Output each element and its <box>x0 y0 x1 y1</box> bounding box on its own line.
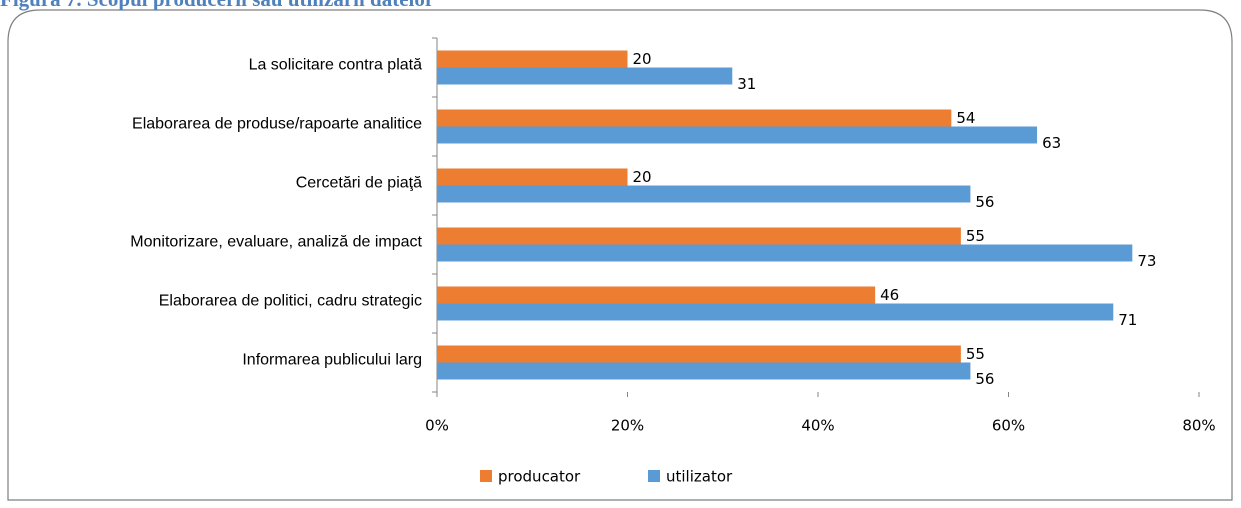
x-tick-label: 20% <box>611 417 644 435</box>
legend-label: producator <box>498 468 581 486</box>
data-label: 63 <box>1042 134 1061 152</box>
bar <box>437 126 1038 144</box>
x-tick-label: 60% <box>992 417 1025 435</box>
data-label: 73 <box>1137 252 1156 270</box>
legend-swatch <box>648 470 660 482</box>
data-label: 55 <box>966 345 985 363</box>
data-label: 46 <box>880 286 899 304</box>
bar <box>437 345 961 363</box>
bar <box>437 244 1133 262</box>
legend-swatch <box>480 470 492 482</box>
data-label: 56 <box>975 193 994 211</box>
data-label: 56 <box>975 370 994 388</box>
bar <box>437 109 952 127</box>
x-tick-label: 40% <box>801 417 834 435</box>
data-label: 71 <box>1118 311 1137 329</box>
frame <box>7 9 1233 501</box>
y-tick-label: Elaborarea de produse/rapoarte analitice <box>132 116 422 133</box>
legend-label: utilizator <box>666 468 733 486</box>
bar <box>437 67 733 85</box>
bar <box>437 168 628 186</box>
data-label: 20 <box>633 50 652 68</box>
bar <box>437 303 1114 321</box>
x-tick-label: 0% <box>425 417 449 435</box>
bar <box>437 50 628 68</box>
data-label: 20 <box>633 168 652 186</box>
y-tick-label: Cercetări de piaţă <box>296 175 422 192</box>
y-tick-label: La solicitare contra plată <box>249 57 423 74</box>
y-tick-label: Informarea publicului larg <box>242 352 422 369</box>
y-tick-label: Elaborarea de politici, cadru strategic <box>159 293 422 310</box>
data-label: 55 <box>966 227 985 245</box>
chart-title: Figura 7. Scopul producerii sau utilizăr… <box>0 0 434 11</box>
bar <box>437 185 971 203</box>
bar <box>437 362 971 380</box>
bar <box>437 286 876 304</box>
x-tick-label: 80% <box>1182 417 1215 435</box>
data-label: 54 <box>956 109 975 127</box>
bar <box>437 227 961 245</box>
y-tick-label: Monitorizare, evaluare, analiză de impac… <box>130 234 422 251</box>
data-label: 31 <box>737 75 756 93</box>
